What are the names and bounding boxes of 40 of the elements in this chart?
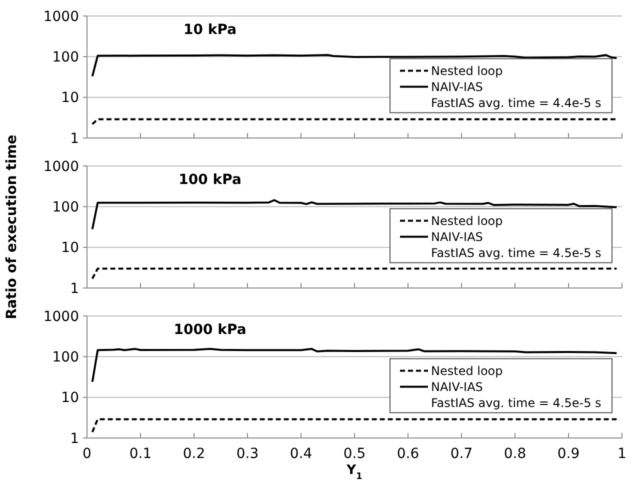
y-tick-label: 10 (61, 240, 79, 256)
x-tick-label: 0.3 (236, 446, 259, 462)
x-tick-label: 0.4 (290, 446, 312, 462)
y-axis-title: Ratio of execution time (4, 134, 20, 320)
y-tick-label: 1000 (43, 158, 79, 175)
y-tick-label: 1000 (43, 308, 79, 325)
y-tick-label: 10 (61, 390, 79, 406)
x-tick-label: 1 (618, 446, 626, 462)
legend-label: NAIV-IAS (431, 80, 483, 94)
x-tick-label: 0 (82, 446, 92, 462)
line-series (91, 54, 618, 78)
text: 1000 kPa (174, 322, 246, 338)
x-tick-label: 0.9 (557, 446, 580, 462)
y-tick-label: 10 (61, 90, 79, 106)
line-series (91, 348, 618, 383)
y-tick-label: 1 (70, 430, 79, 447)
x-tick-label: 0.8 (504, 446, 526, 462)
y-tick-label: 100 (52, 200, 79, 216)
line-series (91, 199, 618, 230)
x-tick-label: 0.5 (343, 446, 366, 462)
y-tick-label: 100 (52, 350, 79, 366)
y-tick-label: 1 (70, 280, 79, 297)
y-tick-label: 1000 (43, 8, 79, 25)
legend-label: NAIV-IAS (431, 230, 483, 244)
annotation: FastIAS avg. time = 4.4e-5 s (431, 96, 602, 110)
x-tick-label: 0.6 (396, 446, 420, 462)
legend-label: Nested loop (431, 214, 503, 228)
annotation: FastIAS avg. time = 4.5e-5 s (431, 246, 602, 260)
x-tick-label: 0.7 (450, 446, 473, 462)
annotation: FastIAS avg. time = 4.5e-5 s (431, 396, 602, 410)
legend-label: Nested loop (431, 364, 503, 378)
text: 10 kPa (184, 22, 237, 38)
legend-label: NAIV-IAS (431, 380, 483, 394)
y-tick-label: 1 (70, 130, 79, 147)
x-tick-label: 0.2 (182, 446, 206, 462)
legend-label: Nested loop (431, 64, 503, 78)
x-tick-label: 0.1 (129, 446, 152, 462)
text: 100 kPa (178, 172, 242, 188)
y-tick-label: 100 (52, 50, 79, 66)
x-axis-title: Y$_{1}$ (346, 463, 362, 482)
